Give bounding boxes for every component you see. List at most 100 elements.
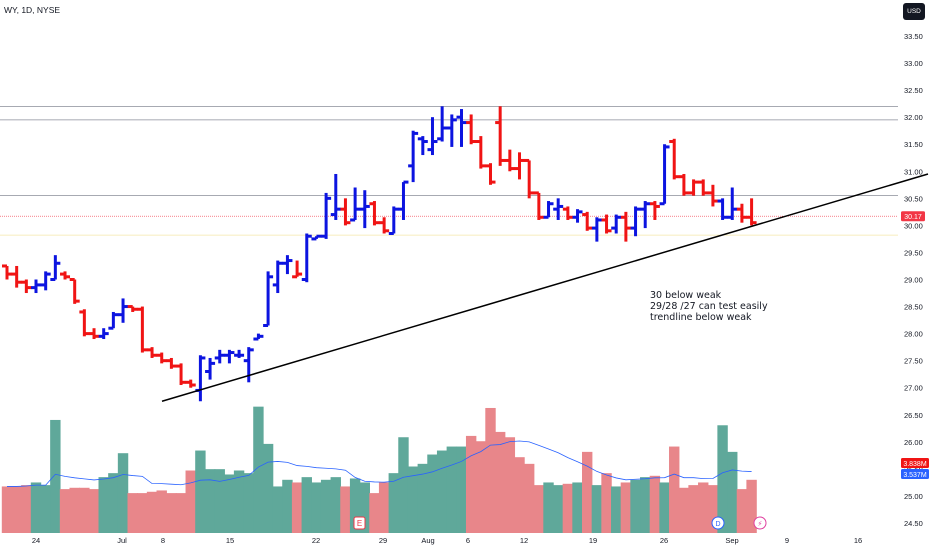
ohlc-bar [166, 357, 177, 369]
ohlc-bar [688, 179, 699, 196]
ohlc-bar [417, 136, 428, 156]
ohlc-bar [321, 192, 332, 239]
ohlc-bar [698, 179, 709, 196]
volume-bar [11, 486, 22, 533]
ohlc-bar [456, 109, 467, 147]
ohlc-bar [543, 201, 554, 219]
volume-bar [475, 441, 487, 533]
ohlc-bar [263, 271, 274, 327]
split-event-icon [753, 516, 767, 530]
ohlc-bar [234, 349, 245, 358]
price-tick-label: 28.50 [904, 303, 923, 312]
ohlc-bar [253, 333, 264, 341]
price-axis: 24.5025.0025.5026.0026.5027.0027.5028.00… [904, 32, 923, 528]
volume-bar [727, 451, 738, 533]
date-tick-label: 26 [660, 536, 668, 545]
volume-bar [717, 425, 728, 533]
volume-bar [175, 493, 187, 533]
volume-bar [543, 482, 554, 533]
ohlc-bar [446, 114, 457, 147]
volume-bar [698, 482, 709, 533]
ohlc-bar [79, 309, 90, 337]
earnings-label: E [357, 519, 362, 528]
price-tick-label: 26.50 [904, 411, 923, 420]
date-tick-label: 16 [854, 536, 862, 545]
symbol-title[interactable]: WY, 1D, NYSE [4, 5, 61, 15]
ohlc-bar [147, 347, 158, 358]
volume-bar [233, 470, 245, 533]
volume-bar [340, 486, 351, 533]
ohlc-bar [195, 355, 206, 402]
volume-bar [108, 473, 119, 533]
price-tick-label: 29.50 [904, 248, 923, 257]
date-tick-label: 12 [520, 536, 528, 545]
ohlc-bar [398, 180, 409, 220]
volume-bar [117, 453, 129, 533]
event-markers[interactable]: E D ⚡ [353, 516, 767, 530]
price-tick-label: 30.00 [904, 221, 923, 230]
price-tick-label: 27.50 [904, 357, 923, 366]
earnings-icon [353, 516, 366, 530]
current-price-text: 30.17 [904, 214, 922, 221]
price-tick-label: 33.50 [904, 32, 923, 41]
trendline[interactable] [161, 173, 929, 402]
ohlc-bar [108, 311, 119, 330]
ohlc-bar [533, 191, 544, 220]
support-trendline [161, 173, 929, 402]
ohlc-bar [11, 265, 22, 288]
volume-bar [504, 437, 516, 533]
volume-bar [572, 482, 583, 533]
volume-bar [185, 470, 196, 533]
date-tick-label: 19 [589, 536, 597, 545]
annotation-line-2: 29/28 /27 can test easily [650, 301, 768, 312]
ohlc-bar [243, 347, 254, 383]
price-tick-label: 26.00 [904, 438, 923, 447]
price-tick-label: 32.00 [904, 113, 923, 122]
ohlc-bar [562, 206, 573, 220]
volume-bar [137, 493, 148, 533]
date-tick-label: 6 [466, 536, 470, 545]
volume-bar [320, 479, 332, 533]
volume-bar [707, 485, 719, 533]
volume-bar [50, 419, 61, 533]
ohlc-bar [485, 163, 496, 185]
ohlc-bar [630, 206, 641, 237]
ohlc-bar [89, 328, 100, 340]
ohlc-bar [282, 255, 293, 275]
volume-bar [224, 474, 235, 533]
volume-bar [446, 446, 458, 533]
ohlc-bar [524, 158, 535, 199]
ohlc-bar [359, 190, 370, 229]
date-tick-label: Jul [117, 536, 127, 545]
ohlc-bar [746, 198, 757, 226]
volume-bar [678, 487, 690, 533]
ohlc-bar [50, 255, 61, 281]
volume-bar [378, 482, 390, 533]
volume-bar [417, 463, 429, 533]
volume-bar [262, 443, 274, 533]
currency-button[interactable]: USD [903, 3, 925, 20]
current-price-badge [901, 211, 925, 222]
price-tick-label: 25.00 [904, 492, 923, 501]
volume-bar [746, 479, 757, 533]
ohlc-bar [205, 357, 216, 380]
price-tick-label: 27.00 [904, 384, 923, 393]
ohlc-bar [466, 114, 477, 145]
annotation-line-3: trendline below weak [650, 312, 752, 323]
price-tick-label: 30.50 [904, 194, 923, 203]
volume-bar [582, 451, 593, 533]
volume-bar [349, 478, 361, 533]
ohlc-bar [388, 206, 399, 236]
volume-bar [369, 493, 380, 533]
volume-bar [485, 407, 496, 533]
volume-bar [659, 482, 670, 533]
ohlc-bar [40, 271, 51, 291]
ohlc-bar [21, 279, 32, 294]
volume-bar [388, 473, 399, 533]
ohlc-bar [408, 130, 419, 183]
date-tick-label: 22 [312, 536, 320, 545]
price-tick-label: 29.00 [904, 276, 923, 285]
volume-bar [30, 482, 42, 533]
ohlc-bar [427, 117, 438, 156]
